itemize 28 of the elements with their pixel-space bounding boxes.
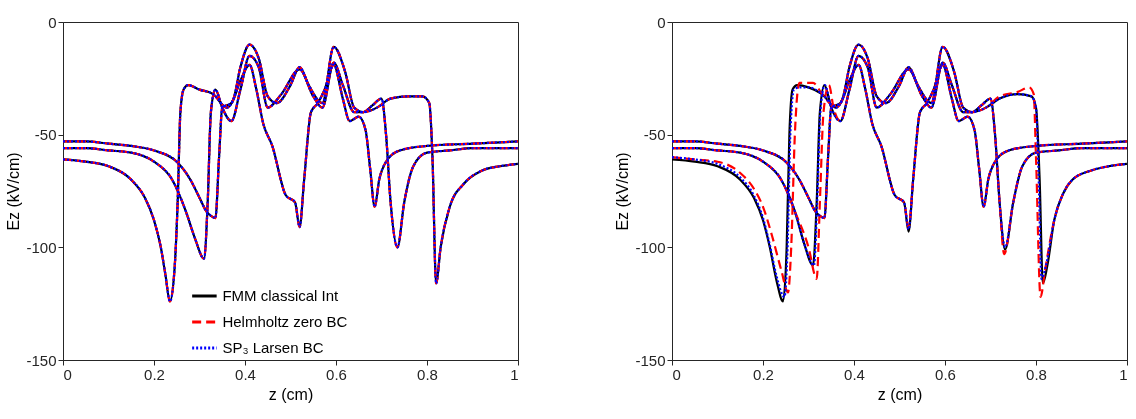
x-tick-label: 0.2 xyxy=(753,365,774,383)
y-tick-label: -100 xyxy=(635,238,666,256)
line-series xyxy=(63,43,518,303)
y-tick-label: -50 xyxy=(34,126,57,144)
x-tick-label: 0 xyxy=(63,365,72,383)
y-tick-label: -150 xyxy=(26,351,57,369)
y-tick-label: -100 xyxy=(26,238,57,256)
x-tick-label: 0.4 xyxy=(844,365,865,383)
x-tick-label: 0.2 xyxy=(144,365,165,383)
legend-label: FMM classical Int xyxy=(222,287,340,304)
x-tick-label: 0.8 xyxy=(1026,365,1047,383)
x-tick-label: 1 xyxy=(1119,365,1128,383)
x-tick-label: 0.4 xyxy=(235,365,256,383)
legend-label: Helmholtz zero BC xyxy=(222,313,348,330)
x-axis-title: z (cm) xyxy=(877,385,923,403)
x-tick-label: 1 xyxy=(510,365,519,383)
y-axis-title: Ez (kV/cm) xyxy=(5,152,23,231)
x-tick-label: 0.6 xyxy=(326,365,347,383)
x-tick-label: 0.8 xyxy=(417,365,438,383)
y-tick-label: -50 xyxy=(643,126,666,144)
x-axis-title: z (cm) xyxy=(268,385,314,403)
y-axis-title: Ez (kV/cm) xyxy=(614,152,632,231)
x-tick-label: 0.6 xyxy=(935,365,956,383)
x-tick-label: 0 xyxy=(672,365,681,383)
legend-label: SP₃ Larsen BC xyxy=(222,339,324,356)
y-tick-label: 0 xyxy=(657,13,666,31)
y-tick-label: 0 xyxy=(48,13,57,31)
y-tick-label: -150 xyxy=(635,351,666,369)
